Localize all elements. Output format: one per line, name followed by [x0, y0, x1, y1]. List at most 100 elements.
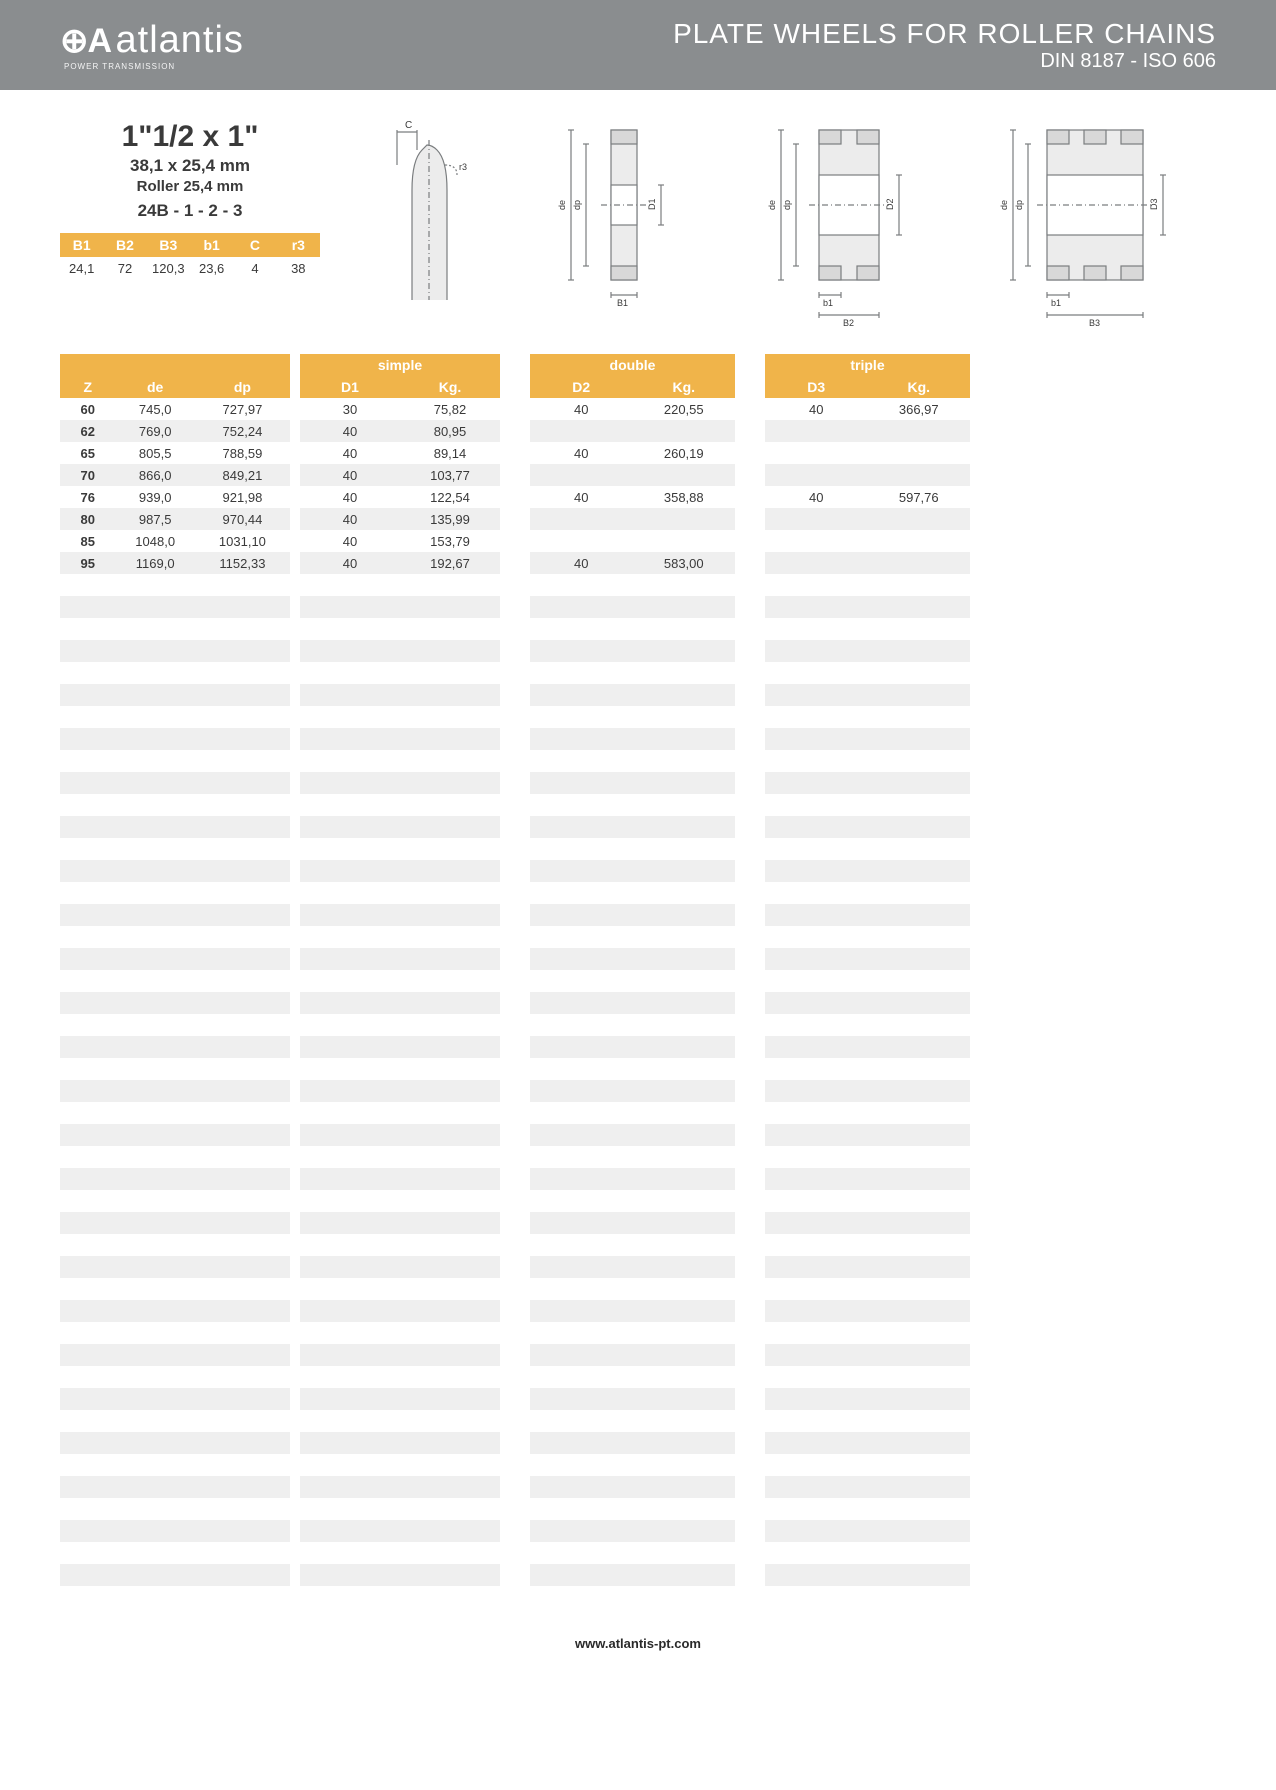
table-row — [530, 904, 735, 926]
table-row — [765, 1036, 970, 1058]
small-header-cell: r3 — [277, 233, 320, 257]
table-cell: 805,5 — [116, 446, 195, 461]
table-cell: 40 — [300, 446, 400, 461]
table-row — [300, 574, 500, 596]
triple-header-top: triple — [765, 354, 970, 376]
small-header-cell: B1 — [60, 233, 103, 257]
page-content: 1"1/2 x 1" 38,1 x 25,4 mm Roller 25,4 mm… — [0, 90, 1276, 1606]
logo-subtitle: POWER TRANSMISSION — [64, 62, 244, 71]
table-cell: 192,67 — [400, 556, 500, 571]
table-row — [765, 1014, 970, 1036]
table-row — [300, 1564, 500, 1586]
table-cell: 1152,33 — [195, 556, 290, 571]
small-header-cell: B2 — [103, 233, 146, 257]
table-cell: 40 — [765, 402, 868, 417]
table-row — [60, 1256, 290, 1278]
table-row — [300, 1520, 500, 1542]
table-row — [60, 1454, 290, 1476]
table-row — [765, 530, 970, 552]
table-row — [300, 1124, 500, 1146]
table-row — [300, 750, 500, 772]
table-row — [60, 772, 290, 794]
table-row — [530, 508, 735, 530]
table-row — [530, 640, 735, 662]
table-row — [765, 1520, 970, 1542]
svg-text:D2: D2 — [885, 198, 895, 210]
table-row — [530, 1476, 735, 1498]
header-kg1: Kg. — [400, 376, 500, 398]
table-row — [530, 1366, 735, 1388]
table-row — [60, 1234, 290, 1256]
table-row — [60, 1212, 290, 1234]
simple-section-diagram: de dp D1 B1 — [551, 120, 701, 320]
table-cell: 970,44 — [195, 512, 290, 527]
table-row — [300, 706, 500, 728]
table-row — [300, 1036, 500, 1058]
table-row — [530, 662, 735, 684]
table-row — [300, 1366, 500, 1388]
header-d1: D1 — [300, 376, 400, 398]
table-cell: 40 — [300, 468, 400, 483]
table-cell: 65 — [60, 446, 116, 461]
table-row — [765, 1432, 970, 1454]
table-row — [530, 618, 735, 640]
table-row — [765, 1190, 970, 1212]
small-table-header: B1B2B3b1Cr3 — [60, 233, 320, 257]
table-row — [765, 750, 970, 772]
table-row — [765, 1388, 970, 1410]
table-row — [60, 1344, 290, 1366]
table-row — [60, 1036, 290, 1058]
table-row — [765, 1498, 970, 1520]
svg-text:B2: B2 — [843, 318, 854, 328]
banner-right: PLATE WHEELS FOR ROLLER CHAINS DIN 8187 … — [673, 18, 1216, 73]
table-row — [300, 1388, 500, 1410]
table-row — [300, 1344, 500, 1366]
table-row: 40597,76 — [765, 486, 970, 508]
table-row — [60, 948, 290, 970]
table-row — [530, 882, 735, 904]
svg-text:b1: b1 — [823, 298, 833, 308]
table-row — [300, 1476, 500, 1498]
table-row — [300, 816, 500, 838]
table-row — [60, 860, 290, 882]
table-row — [765, 992, 970, 1014]
table-row — [60, 1520, 290, 1542]
table-row — [60, 1168, 290, 1190]
table-row — [300, 948, 500, 970]
table-cell: 95 — [60, 556, 116, 571]
table-row — [765, 574, 970, 596]
table-row — [530, 1036, 735, 1058]
table-cell: 40 — [530, 556, 633, 571]
main-header-top — [60, 354, 290, 376]
table-row — [530, 684, 735, 706]
table-row — [765, 1124, 970, 1146]
table-row — [765, 662, 970, 684]
table-cell: 40 — [530, 446, 633, 461]
table-row — [300, 794, 500, 816]
table-row — [765, 1410, 970, 1432]
table-row — [60, 1564, 290, 1586]
table-row — [765, 1278, 970, 1300]
table-row — [530, 1124, 735, 1146]
triple-section-diagram: de dp D3 b1 B3 — [999, 120, 1189, 330]
table-row — [530, 1410, 735, 1432]
table-row — [60, 706, 290, 728]
banner-title: PLATE WHEELS FOR ROLLER CHAINS — [673, 18, 1216, 50]
svg-text:C: C — [405, 120, 412, 131]
table-row — [530, 1212, 735, 1234]
table-row: 70866,0849,21 — [60, 464, 290, 486]
table-row — [765, 442, 970, 464]
table-row: 40583,00 — [530, 552, 735, 574]
table-cell: 849,21 — [195, 468, 290, 483]
table-cell: 727,97 — [195, 402, 290, 417]
table-row — [765, 684, 970, 706]
table-row — [300, 1542, 500, 1564]
svg-text:de: de — [999, 200, 1009, 210]
table-row — [765, 1146, 970, 1168]
table-row — [765, 640, 970, 662]
table-row — [300, 1300, 500, 1322]
table-row — [60, 794, 290, 816]
double-header-sub: D2 Kg. — [530, 376, 735, 398]
header-kg2: Kg. — [633, 376, 736, 398]
table-row — [765, 926, 970, 948]
